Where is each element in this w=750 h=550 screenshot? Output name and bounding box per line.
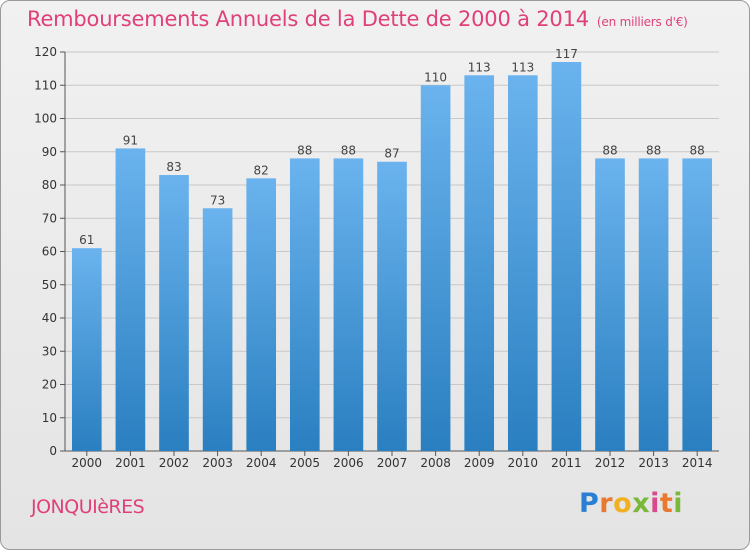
- chart-title-text: Remboursements Annuels de la Dette de 20…: [27, 7, 589, 31]
- y-tick-label-120: 120: [34, 45, 57, 59]
- x-tick-label-2002: 2002: [159, 456, 190, 470]
- data-label-2006: 88: [341, 143, 356, 157]
- data-label-2009: 113: [468, 60, 491, 74]
- x-tick-label-2005: 2005: [290, 456, 321, 470]
- x-tick-label-2003: 2003: [202, 456, 233, 470]
- data-label-2014: 88: [690, 143, 705, 157]
- bar-2001: [115, 148, 146, 452]
- data-label-2013: 88: [646, 143, 661, 157]
- data-label-2010: 113: [511, 60, 534, 74]
- y-tick-labels: 0 10 20 30 40 50 60 70 80 90 100 110 120: [34, 45, 57, 458]
- data-label-2008: 110: [424, 70, 447, 84]
- x-tick-label-2014: 2014: [682, 456, 713, 470]
- x-tick-label-2000: 2000: [72, 456, 103, 470]
- data-label-2012: 88: [602, 143, 617, 157]
- x-tick-label-2009: 2009: [464, 456, 495, 470]
- data-label-2011: 117: [555, 47, 578, 61]
- bar-2007: [377, 161, 407, 451]
- x-tick-label-2004: 2004: [246, 456, 277, 470]
- data-labels: 61 91 83 73 82 88 88 87 110 113 113 117 88 88 88: [79, 47, 705, 247]
- x-tick-label-2006: 2006: [333, 456, 364, 470]
- bar-2009: [464, 75, 495, 452]
- bar-2005: [289, 158, 320, 451]
- y-tick-label-90: 90: [42, 145, 57, 159]
- bar-2003: [202, 208, 233, 451]
- y-tick-label-110: 110: [34, 78, 57, 92]
- x-tick-label-2013: 2013: [638, 456, 669, 470]
- x-tick-label-2001: 2001: [115, 456, 146, 470]
- y-tick-label-40: 40: [42, 311, 57, 325]
- bar-2013: [638, 158, 669, 451]
- bar-2012: [595, 158, 625, 451]
- data-label-2007: 87: [384, 147, 399, 161]
- y-tick-label-20: 20: [42, 378, 57, 392]
- town-name: JONQUIèRES: [31, 496, 145, 518]
- x-tick-labels: 2000 2001 2002 2003 2004 2005 2006 2007 2008 2009…: [72, 456, 713, 470]
- y-tick-label-0: 0: [49, 444, 57, 458]
- y-tick-label-100: 100: [34, 112, 57, 126]
- data-label-2003: 73: [210, 193, 225, 207]
- bar-2011: [551, 61, 582, 451]
- bar-2014: [682, 158, 713, 451]
- y-tick-label-10: 10: [42, 411, 57, 425]
- data-label-2005: 88: [297, 143, 312, 157]
- bar-2010: [507, 75, 538, 452]
- y-tick-label-50: 50: [42, 278, 57, 292]
- bar-2004: [246, 178, 277, 451]
- bar-2000: [71, 248, 102, 451]
- chart-unit: (en milliers d'€): [596, 15, 688, 29]
- x-tick-label-2010: 2010: [508, 456, 539, 470]
- chart-title: Remboursements Annuels de la Dette de 20…: [27, 7, 688, 31]
- y-tick-label-80: 80: [42, 178, 57, 192]
- data-label-2000: 61: [79, 233, 94, 247]
- y-tick-label-30: 30: [42, 344, 57, 358]
- bars: [71, 61, 713, 452]
- x-tick-label-2011: 2011: [551, 456, 582, 470]
- y-tick-label-60: 60: [42, 245, 57, 259]
- proxiti-logo: Proxiti: [579, 488, 684, 519]
- data-label-2002: 83: [166, 160, 181, 174]
- y-tick-label-70: 70: [42, 211, 57, 225]
- bar-2008: [420, 85, 451, 451]
- x-tick-label-2007: 2007: [377, 456, 408, 470]
- data-label-2001: 91: [123, 133, 138, 147]
- data-label-2004: 82: [254, 163, 269, 177]
- x-tick-label-2008: 2008: [420, 456, 451, 470]
- bar-2002: [159, 175, 189, 451]
- x-tick-label-2012: 2012: [595, 456, 626, 470]
- bar-2006: [333, 158, 364, 451]
